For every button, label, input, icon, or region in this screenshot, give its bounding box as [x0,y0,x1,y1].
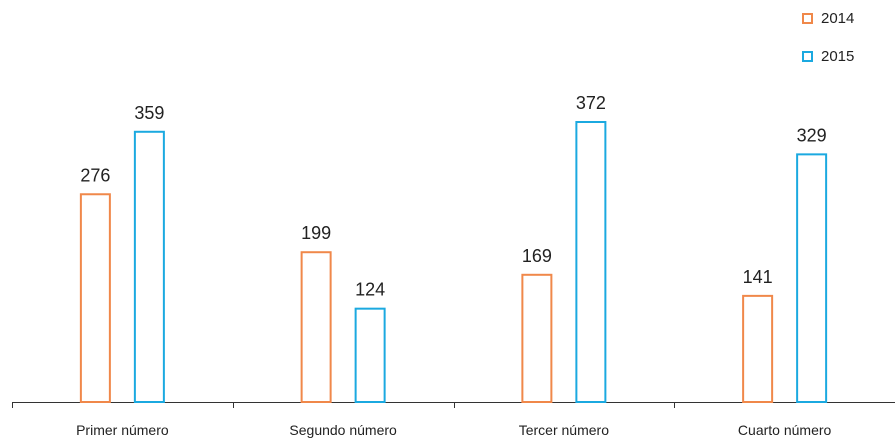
data-label-2014-2: 199 [301,223,331,243]
data-label-2014-1: 276 [80,165,110,185]
data-label-2014-3: 169 [522,246,552,266]
bar-2014-1 [79,193,111,403]
data-label-2015-2: 124 [355,280,385,300]
bar-2014-4 [742,294,774,404]
data-label-2015-4: 329 [797,125,827,145]
legend-label-2015: 2015 [821,47,855,65]
x-tick-label: Tercer número [519,422,609,438]
bar-2015-4 [796,153,828,403]
bar-2015-2 [354,307,386,403]
legend-item-2015: 2015 [802,46,854,66]
bar-2014-2 [300,251,332,403]
legend-swatch-2014 [802,12,813,24]
data-label-2014-4: 141 [743,267,773,287]
bar-2014-3 [521,273,553,403]
bar-2015-3 [575,121,607,403]
x-tick-label: Segundo número [289,422,397,438]
legend-swatch-2015 [802,50,813,62]
bar-2015-1 [133,130,165,403]
legend-label-2014: 2014 [821,9,855,27]
legend: 2014 2015 [802,8,854,84]
data-label-2015-1: 359 [134,103,164,123]
x-tick-label: Cuarto número [738,422,832,438]
legend-item-2014: 2014 [802,8,854,28]
data-label-2015-3: 372 [576,93,606,113]
x-tick-label: Primer número [76,422,169,438]
